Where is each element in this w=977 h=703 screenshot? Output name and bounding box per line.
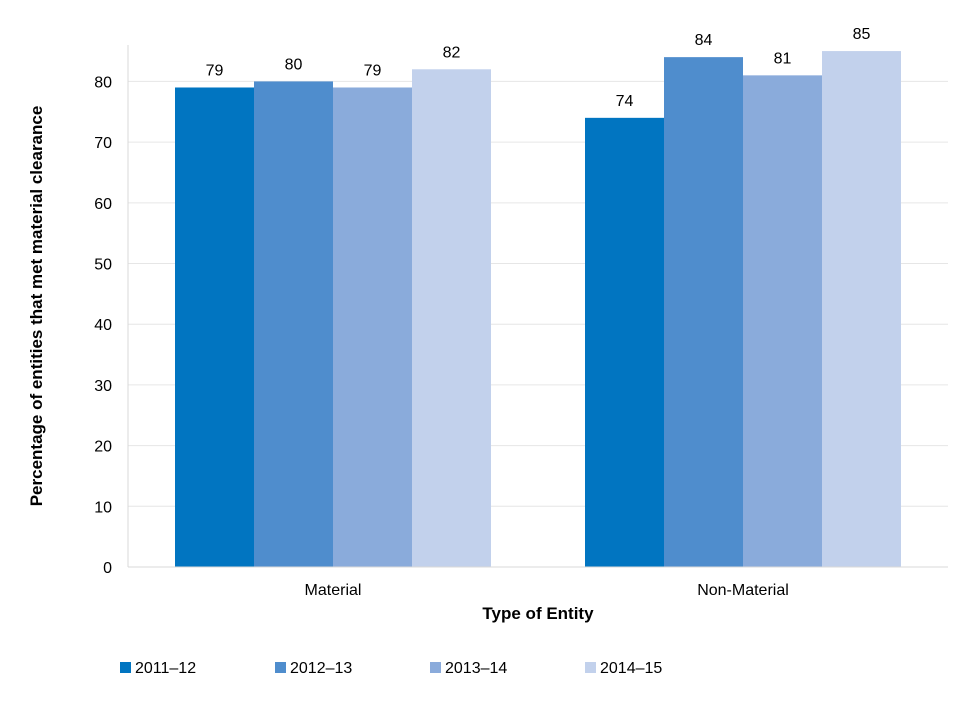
legend-swatch [430,662,441,673]
legend-item: 2012–13 [275,660,352,677]
legend-swatch [275,662,286,673]
data-labels-group: 79 80 79 82 74 84 81 85 [206,26,871,110]
x-tick-label: Material [305,582,362,599]
bars-group [175,51,901,568]
y-tick-label: 10 [94,499,112,516]
bar-2014–15-Non-Material [822,51,901,568]
bar-2014–15-Material [412,69,491,568]
data-label: 79 [364,62,382,79]
data-label: 81 [774,50,792,67]
y-axis-title: Percentage of entities that met material… [27,106,46,507]
bar-2012–13-Material [254,81,333,567]
y-tick-label: 70 [94,135,112,152]
legend: 2011–12 2012–13 2013–14 2014–15 [120,660,662,677]
legend-label: 2012–13 [290,660,352,677]
legend-item: 2014–15 [585,660,662,677]
x-tick-label: Non-Material [697,582,789,599]
data-label: 82 [443,44,461,61]
data-label: 74 [616,93,634,110]
bar-2011–12-Material [175,87,254,567]
data-label: 80 [285,56,303,73]
axes-group: 0 10 20 30 40 50 60 70 80 Material Non-Material Typ… [27,45,948,623]
legend-swatch [585,662,596,673]
bar-2013–14-Non-Material [743,75,822,567]
legend-swatch [120,662,131,673]
bar-2012–13-Non-Material [664,57,743,568]
y-tick-label: 40 [94,317,112,334]
y-tick-label: 50 [94,257,112,274]
data-label: 79 [206,62,224,79]
y-tick-label: 80 [94,74,112,91]
y-tick-label: 60 [94,196,112,213]
data-label: 85 [853,26,871,43]
legend-item: 2013–14 [430,660,507,677]
bar-2011–12-Non-Material [585,117,664,567]
data-label: 84 [695,32,713,49]
legend-item: 2011–12 [120,660,196,677]
legend-label: 2014–15 [600,660,662,677]
x-axis-title: Type of Entity [482,604,594,623]
y-tick-label: 0 [103,560,112,577]
bar-2013–14-Material [333,87,412,567]
y-tick-label: 30 [94,378,112,395]
legend-label: 2013–14 [445,660,507,677]
legend-label: 2011–12 [135,660,196,677]
y-tick-label: 20 [94,439,112,456]
